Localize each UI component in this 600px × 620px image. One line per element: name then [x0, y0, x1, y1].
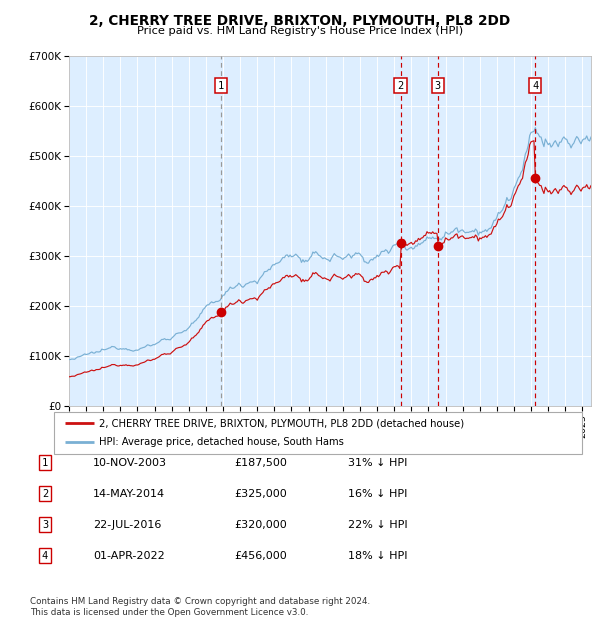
- Text: 2: 2: [397, 81, 404, 91]
- Text: 2, CHERRY TREE DRIVE, BRIXTON, PLYMOUTH, PL8 2DD (detached house): 2, CHERRY TREE DRIVE, BRIXTON, PLYMOUTH,…: [99, 418, 464, 428]
- Text: 14-MAY-2014: 14-MAY-2014: [93, 489, 165, 498]
- Text: 3: 3: [42, 520, 48, 529]
- Text: 4: 4: [532, 81, 538, 91]
- Text: 31% ↓ HPI: 31% ↓ HPI: [348, 458, 407, 467]
- Text: 18% ↓ HPI: 18% ↓ HPI: [348, 551, 407, 560]
- Text: 2, CHERRY TREE DRIVE, BRIXTON, PLYMOUTH, PL8 2DD: 2, CHERRY TREE DRIVE, BRIXTON, PLYMOUTH,…: [89, 14, 511, 28]
- Text: 22-JUL-2016: 22-JUL-2016: [93, 520, 161, 529]
- Text: 22% ↓ HPI: 22% ↓ HPI: [348, 520, 407, 529]
- Text: Price paid vs. HM Land Registry's House Price Index (HPI): Price paid vs. HM Land Registry's House …: [137, 26, 463, 36]
- Text: 1: 1: [218, 81, 224, 91]
- Text: £187,500: £187,500: [234, 458, 287, 467]
- Text: £325,000: £325,000: [234, 489, 287, 498]
- Text: HPI: Average price, detached house, South Hams: HPI: Average price, detached house, Sout…: [99, 438, 344, 448]
- Text: 3: 3: [435, 81, 441, 91]
- Text: £456,000: £456,000: [234, 551, 287, 560]
- Text: 16% ↓ HPI: 16% ↓ HPI: [348, 489, 407, 498]
- Text: Contains HM Land Registry data © Crown copyright and database right 2024.
This d: Contains HM Land Registry data © Crown c…: [30, 598, 370, 617]
- Text: 1: 1: [42, 458, 48, 467]
- Text: 4: 4: [42, 551, 48, 560]
- Text: 01-APR-2022: 01-APR-2022: [93, 551, 165, 560]
- Text: 10-NOV-2003: 10-NOV-2003: [93, 458, 167, 467]
- Text: £320,000: £320,000: [234, 520, 287, 529]
- FancyBboxPatch shape: [54, 412, 582, 454]
- Text: 2: 2: [42, 489, 48, 498]
